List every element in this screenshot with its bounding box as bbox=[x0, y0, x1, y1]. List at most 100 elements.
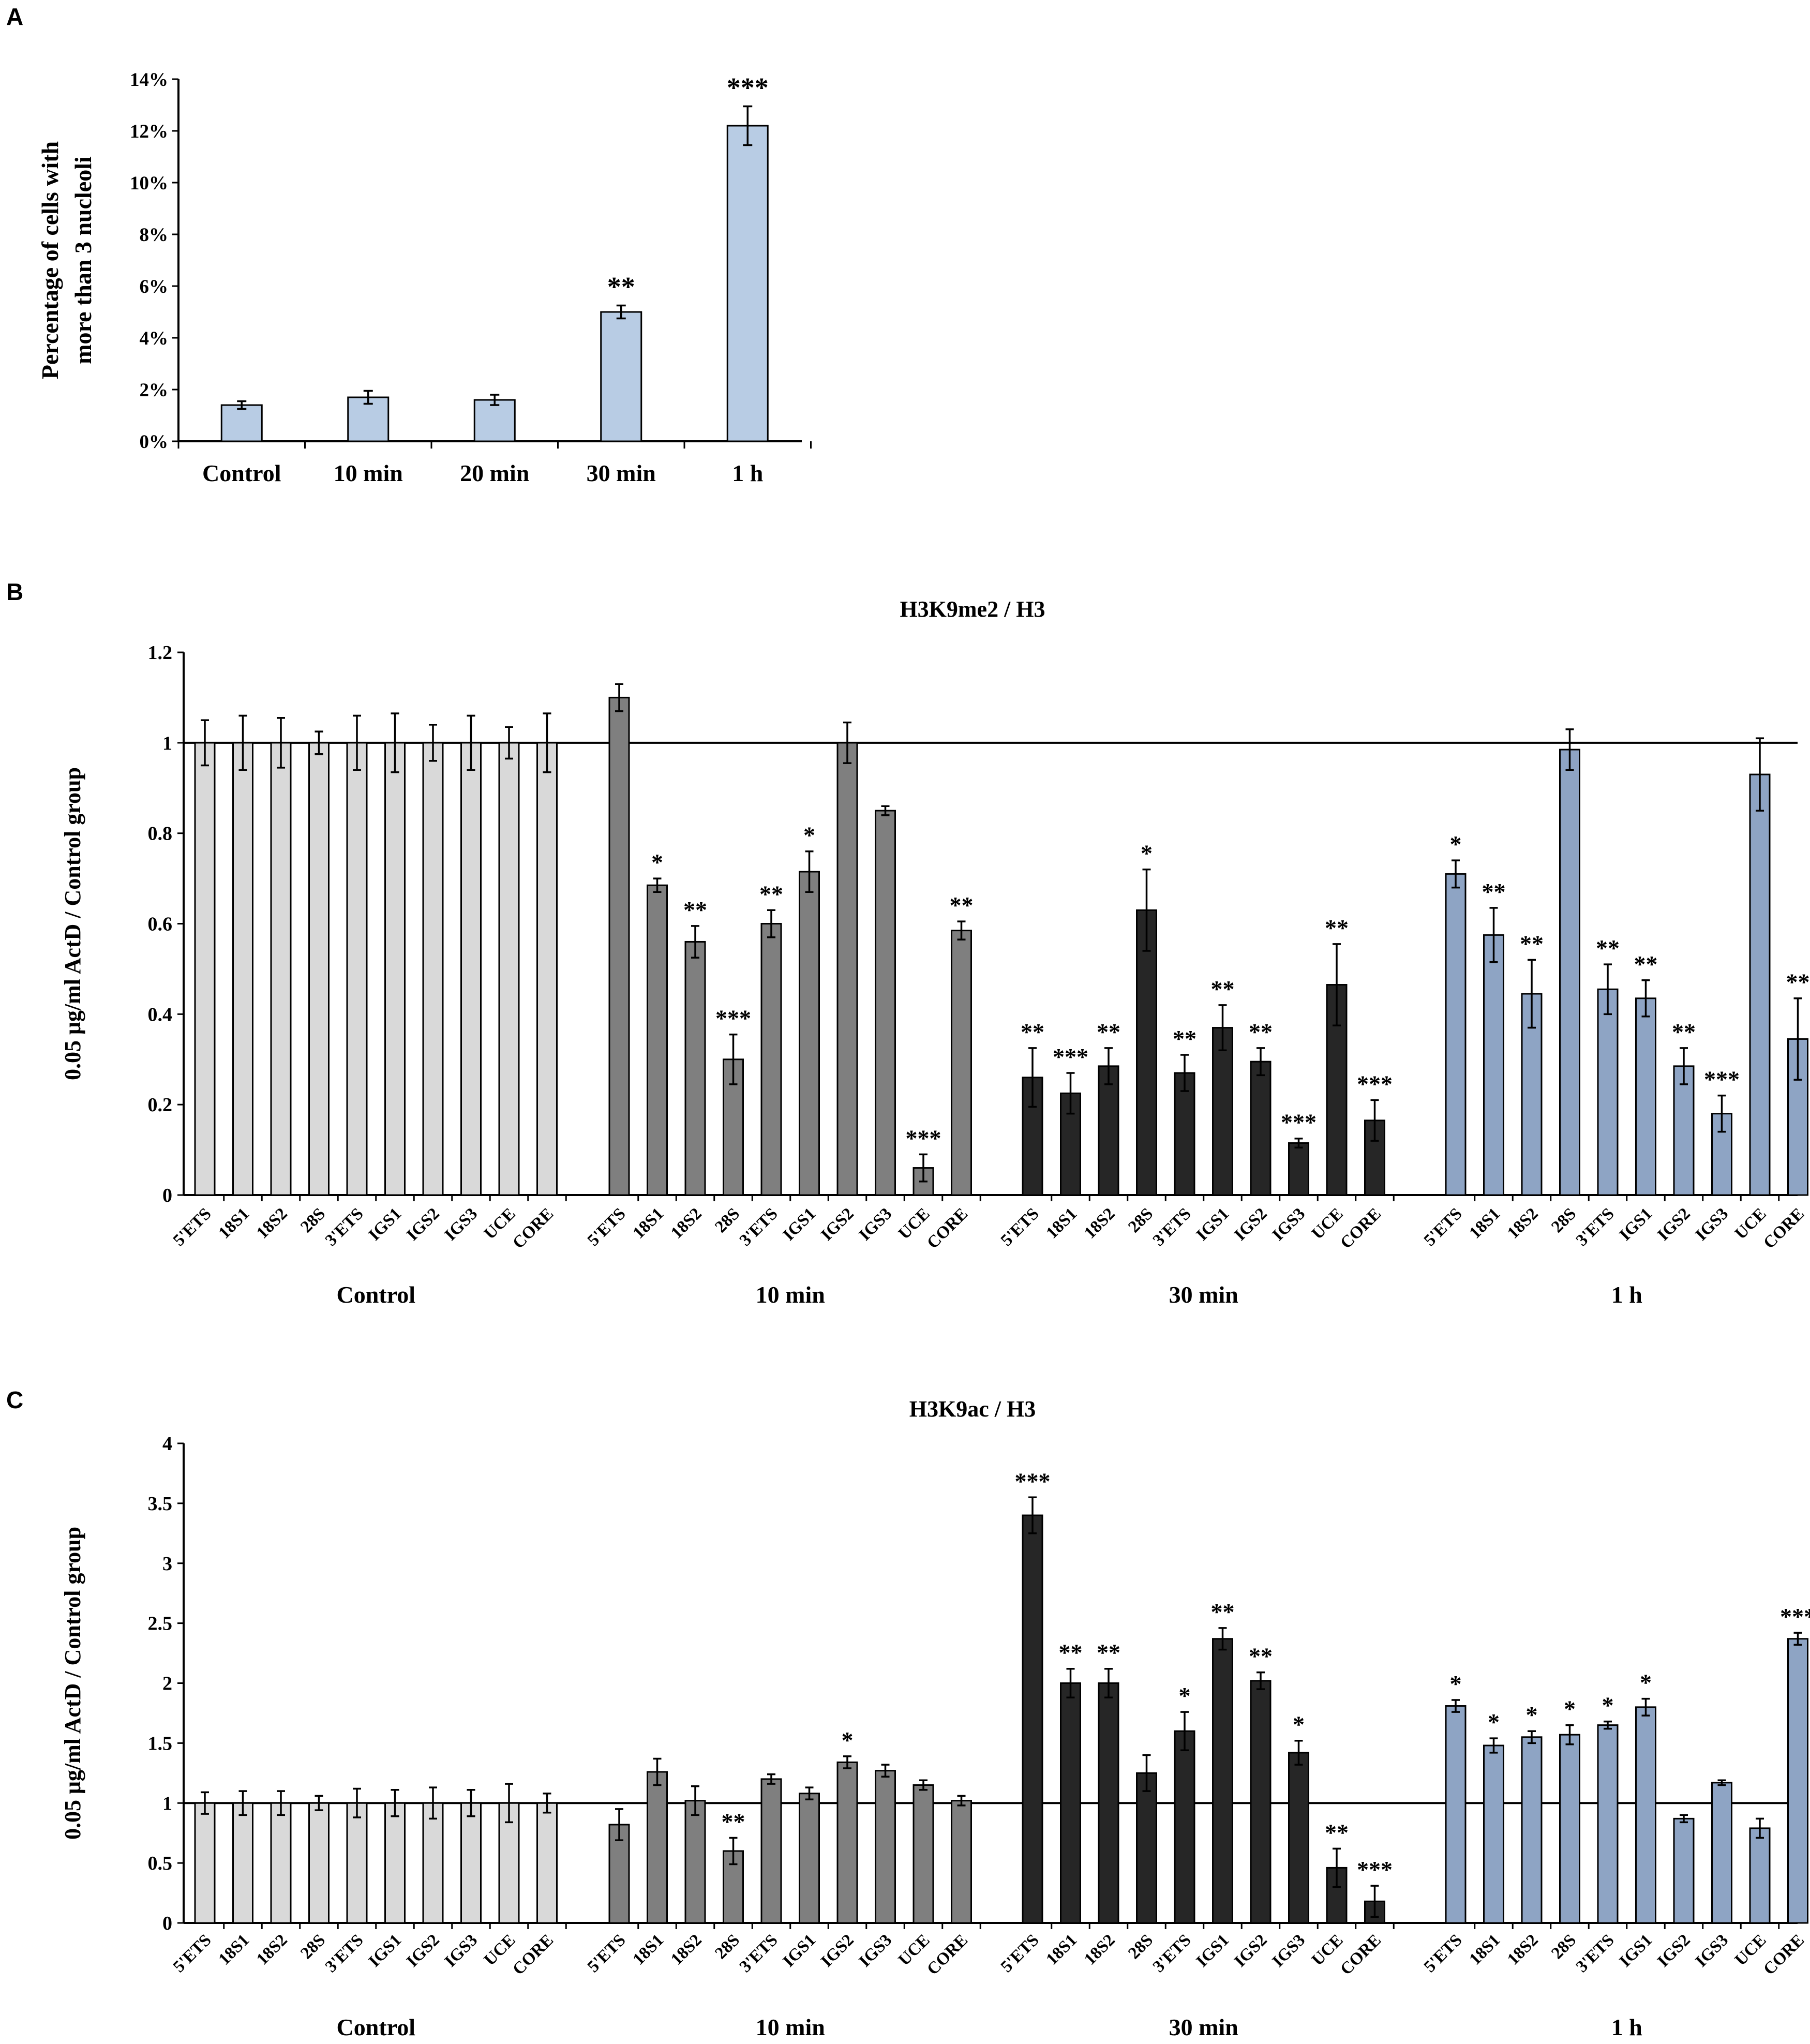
x-category-label: 3'ETS bbox=[322, 1931, 367, 1976]
group-label-10-min: 10 min bbox=[756, 2014, 825, 2040]
bar-control bbox=[270, 1802, 292, 1924]
panel-label-c: C bbox=[6, 1386, 23, 1413]
error-bar bbox=[1180, 1054, 1189, 1092]
bar-10-min bbox=[684, 941, 706, 1196]
bar-10-min bbox=[875, 1770, 896, 1924]
error-bar bbox=[505, 726, 513, 760]
error-bar bbox=[767, 1773, 775, 1785]
error-bar bbox=[543, 712, 551, 773]
error-bar bbox=[1717, 1094, 1726, 1133]
bar-1-h bbox=[1483, 1744, 1504, 1924]
error-bar bbox=[277, 717, 285, 769]
bar-control bbox=[346, 742, 368, 1196]
error-bar bbox=[1452, 859, 1460, 889]
bar-1-h bbox=[1597, 1724, 1619, 1924]
x-category-label: IGS1 bbox=[1616, 1204, 1656, 1244]
x-category-label: IGS1 bbox=[780, 1931, 819, 1971]
bar-30-min bbox=[1288, 1142, 1309, 1196]
x-category-label: 18S2 bbox=[1504, 1204, 1542, 1242]
bar-1-h bbox=[1559, 1734, 1580, 1924]
significance-marker: *** bbox=[1015, 1468, 1051, 1494]
x-category-label: 28S bbox=[297, 1931, 329, 1963]
y-tick-label: 0.6 bbox=[148, 914, 173, 935]
y-axis-title: Percentage of cells with more than 3 nucl… bbox=[37, 141, 96, 379]
error-bar bbox=[315, 1795, 323, 1811]
error-bar bbox=[238, 1790, 247, 1816]
x-category-label: CORE bbox=[1337, 1204, 1385, 1252]
x-category-label: 5'ETS bbox=[1420, 1931, 1466, 1976]
x-category-label: 18S2 bbox=[1081, 1931, 1118, 1968]
bar-1-h bbox=[1521, 1736, 1543, 1924]
significance-marker: *** bbox=[727, 72, 769, 103]
error-bar bbox=[1333, 943, 1341, 1026]
error-bar bbox=[277, 1790, 285, 1816]
error-bar bbox=[743, 105, 753, 146]
y-tick-label: 1.5 bbox=[148, 1733, 173, 1754]
x-category-label: IGS1 bbox=[780, 1204, 819, 1244]
error-bar bbox=[201, 719, 209, 767]
x-category-label: 18S1 bbox=[1043, 1931, 1081, 1968]
bar-10-min bbox=[875, 810, 896, 1196]
bar-10-min bbox=[760, 923, 782, 1196]
bar-1-h bbox=[1597, 988, 1619, 1196]
group-label-10-min: 10 min bbox=[756, 1281, 825, 1308]
error-bar bbox=[919, 1153, 928, 1183]
significance-marker: * bbox=[803, 822, 815, 848]
significance-marker: ** bbox=[1634, 951, 1658, 977]
bar-10-min bbox=[647, 884, 668, 1196]
x-category-label: CORE bbox=[509, 1204, 557, 1252]
x-category-label: 3'ETS bbox=[1573, 1204, 1618, 1250]
error-bar bbox=[1256, 1671, 1265, 1690]
significance-marker: ** bbox=[759, 881, 783, 907]
x-category-label: IGS2 bbox=[403, 1204, 443, 1244]
y-tick-label: 3.5 bbox=[148, 1493, 173, 1515]
significance-marker: *** bbox=[1053, 1043, 1088, 1070]
bar-control bbox=[384, 742, 406, 1196]
error-bar bbox=[505, 1783, 513, 1824]
y-tick-label: 1 bbox=[162, 1793, 172, 1814]
x-category-label: 18S1 bbox=[215, 1204, 253, 1242]
bar-10-min bbox=[799, 871, 820, 1196]
x-category-label: 3'ETS bbox=[736, 1931, 782, 1976]
x-category-label: 1 h bbox=[732, 460, 763, 486]
x-category-label: 18S1 bbox=[1466, 1204, 1504, 1242]
error-bar bbox=[1256, 1047, 1265, 1077]
x-category-label: 3'ETS bbox=[736, 1204, 782, 1250]
group-label-1-h: 1 h bbox=[1611, 2014, 1642, 2040]
x-category-label: 5'ETS bbox=[1420, 1204, 1466, 1250]
significance-marker: *** bbox=[1357, 1070, 1393, 1097]
significance-marker: ** bbox=[1482, 878, 1506, 905]
bar-control bbox=[194, 1802, 216, 1924]
error-bar bbox=[729, 1033, 738, 1085]
x-category-label: 18S2 bbox=[1081, 1204, 1118, 1242]
significance-marker: ** bbox=[1211, 976, 1235, 1002]
significance-marker: * bbox=[1141, 840, 1153, 867]
x-category-label: Control bbox=[202, 460, 281, 486]
x-category-label: CORE bbox=[1760, 1204, 1808, 1252]
significance-marker: ** bbox=[1325, 1819, 1349, 1845]
x-category-label: 5'ETS bbox=[584, 1204, 630, 1250]
error-bar bbox=[1104, 1667, 1113, 1699]
bar-30-min bbox=[1022, 1514, 1043, 1924]
error-bar bbox=[1489, 907, 1498, 963]
bar-30-min bbox=[1098, 1682, 1119, 1924]
bar-1-h bbox=[1635, 997, 1656, 1196]
significance-marker: *** bbox=[906, 1125, 941, 1151]
group-label-30-min: 30 min bbox=[1169, 2014, 1238, 2040]
y-tick-label: 3 bbox=[162, 1553, 172, 1575]
error-bar bbox=[467, 714, 475, 771]
bar-control bbox=[270, 742, 292, 1196]
bar-control bbox=[232, 742, 253, 1196]
error-bar bbox=[1528, 959, 1536, 1029]
x-category-label: 18S1 bbox=[630, 1931, 667, 1968]
error-bar bbox=[767, 909, 775, 938]
bar-1-h bbox=[1711, 1782, 1732, 1924]
error-bar bbox=[843, 721, 851, 764]
x-category-label: CORE bbox=[923, 1931, 971, 1979]
error-bar bbox=[691, 1785, 699, 1816]
bar-10-min bbox=[951, 1800, 972, 1924]
significance-marker: ** bbox=[1211, 1599, 1235, 1625]
bar-1-h bbox=[1635, 1706, 1656, 1924]
error-bar bbox=[490, 394, 500, 406]
